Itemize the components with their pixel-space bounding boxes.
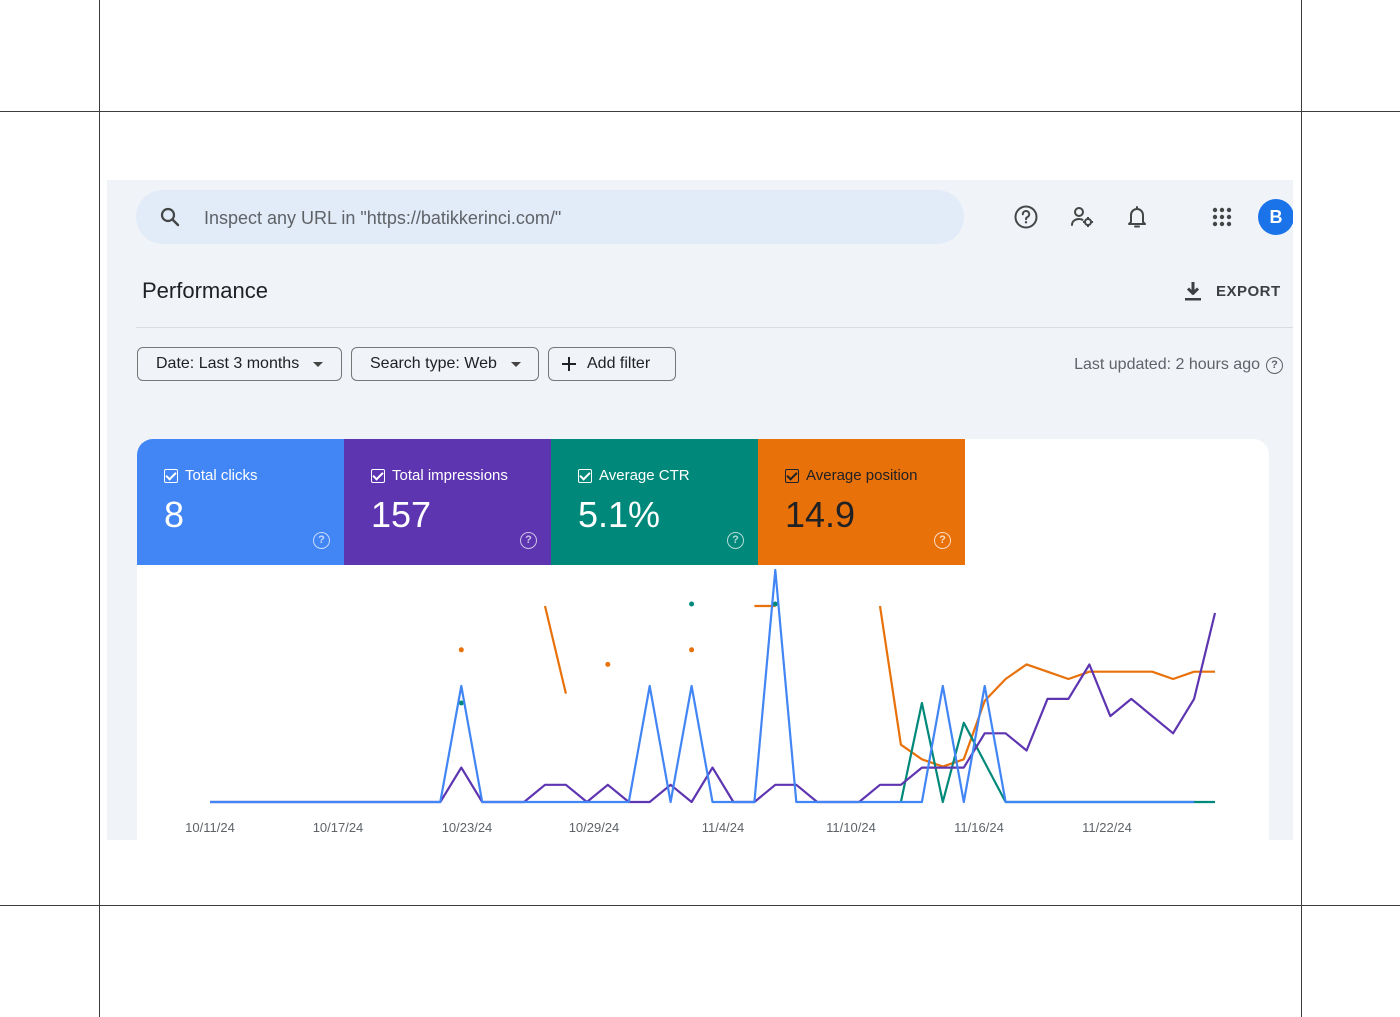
user-settings-icon[interactable] xyxy=(1069,204,1095,230)
x-tick-label: 11/22/24 xyxy=(1082,820,1132,835)
search-type-filter-chip[interactable]: Search type: Web xyxy=(351,347,539,381)
frame-top-line xyxy=(0,111,1400,112)
date-filter-label: Date: Last 3 months xyxy=(156,355,300,372)
metric-tile-average-position[interactable]: Average position 14.9 ? xyxy=(758,439,965,565)
search-type-filter-label: Search type: Web xyxy=(370,355,497,372)
help-circle-icon[interactable]: ? xyxy=(313,532,330,549)
help-circle-icon[interactable]: ? xyxy=(934,532,951,549)
checkbox-icon[interactable] xyxy=(164,468,178,483)
x-tick-label: 10/29/24 xyxy=(569,820,620,835)
help-circle-icon[interactable]: ? xyxy=(727,532,744,549)
account-avatar[interactable]: B xyxy=(1258,199,1293,235)
data-point xyxy=(458,647,464,653)
last-updated-text: Last updated: 2 hours ago xyxy=(1074,356,1260,373)
export-label: EXPORT xyxy=(1216,282,1281,300)
help-icon[interactable] xyxy=(1013,204,1039,230)
series-line xyxy=(543,605,567,694)
x-tick-label: 11/10/24 xyxy=(826,820,876,835)
series-total-impressions xyxy=(210,612,1217,804)
metric-tile-average-ctr[interactable]: Average CTR 5.1% ? xyxy=(551,439,758,565)
metric-tile-total-clicks[interactable]: Total clicks 8 ? xyxy=(137,439,344,565)
performance-line-chart: 10/11/24 10/17/24 10/23/24 10/29/24 11/4/24 1… xyxy=(185,568,1217,835)
data-point xyxy=(605,661,611,667)
frame-bottom-line xyxy=(0,905,1400,906)
data-point xyxy=(689,647,695,653)
metric-label: Total clicks xyxy=(185,467,258,484)
metric-tile-total-impressions[interactable]: Total impressions 157 ? xyxy=(344,439,551,565)
performance-chart-card: Total clicks 8 ? Total impressions 157 ?… xyxy=(137,439,1269,840)
frame-left-line xyxy=(99,0,100,1017)
url-inspect-input[interactable] xyxy=(202,202,906,234)
x-tick-label: 10/23/24 xyxy=(442,820,493,835)
x-tick-label: 10/11/24 xyxy=(185,820,235,835)
series-total-clicks xyxy=(210,568,1195,804)
help-circle-icon[interactable]: ? xyxy=(1266,356,1283,374)
metric-label: Total impressions xyxy=(392,467,508,484)
x-tick-label: 11/4/24 xyxy=(702,820,744,835)
data-point xyxy=(689,601,695,607)
metric-value: 157 xyxy=(371,494,432,535)
url-inspect-search-bar[interactable] xyxy=(136,190,964,244)
data-point xyxy=(458,700,464,706)
help-circle-icon[interactable]: ? xyxy=(520,532,537,549)
x-tick-label: 11/16/24 xyxy=(954,820,1004,835)
notifications-bell-icon[interactable] xyxy=(1124,204,1150,230)
metric-value: 8 xyxy=(164,494,185,535)
add-filter-button[interactable]: Add filter xyxy=(548,347,676,381)
metric-label: Average position xyxy=(806,467,918,484)
data-point xyxy=(772,601,778,607)
metric-value: 5.1% xyxy=(578,494,661,535)
series-average-ctr xyxy=(458,601,1215,804)
search-icon xyxy=(160,207,180,227)
series-average-position xyxy=(458,604,1215,768)
x-tick-label: 10/17/24 xyxy=(313,820,364,835)
checkbox-icon[interactable] xyxy=(785,468,799,483)
page-title: Performance xyxy=(142,278,268,303)
checkbox-icon[interactable] xyxy=(578,468,592,483)
export-button[interactable]: EXPORT xyxy=(1182,278,1281,304)
metric-label: Average CTR xyxy=(599,467,690,484)
series-line xyxy=(210,568,1195,804)
apps-grid-icon[interactable] xyxy=(1209,204,1235,230)
download-icon xyxy=(1185,282,1201,301)
frame-right-line xyxy=(1301,0,1302,1017)
series-line xyxy=(210,612,1217,804)
last-updated-status: Last updated: 2 hours ago ? xyxy=(1074,356,1283,374)
search-console-screenshot: B Performance EXPORT Date: Last 3 months… xyxy=(107,180,1293,840)
chevron-down-icon xyxy=(510,361,521,367)
header-divider xyxy=(136,327,1293,328)
checkbox-icon[interactable] xyxy=(371,468,385,483)
date-filter-chip[interactable]: Date: Last 3 months xyxy=(137,347,342,381)
plus-icon xyxy=(562,357,576,371)
metric-value: 14.9 xyxy=(785,494,856,535)
add-filter-label: Add filter xyxy=(587,355,651,372)
chevron-down-icon xyxy=(313,361,324,367)
